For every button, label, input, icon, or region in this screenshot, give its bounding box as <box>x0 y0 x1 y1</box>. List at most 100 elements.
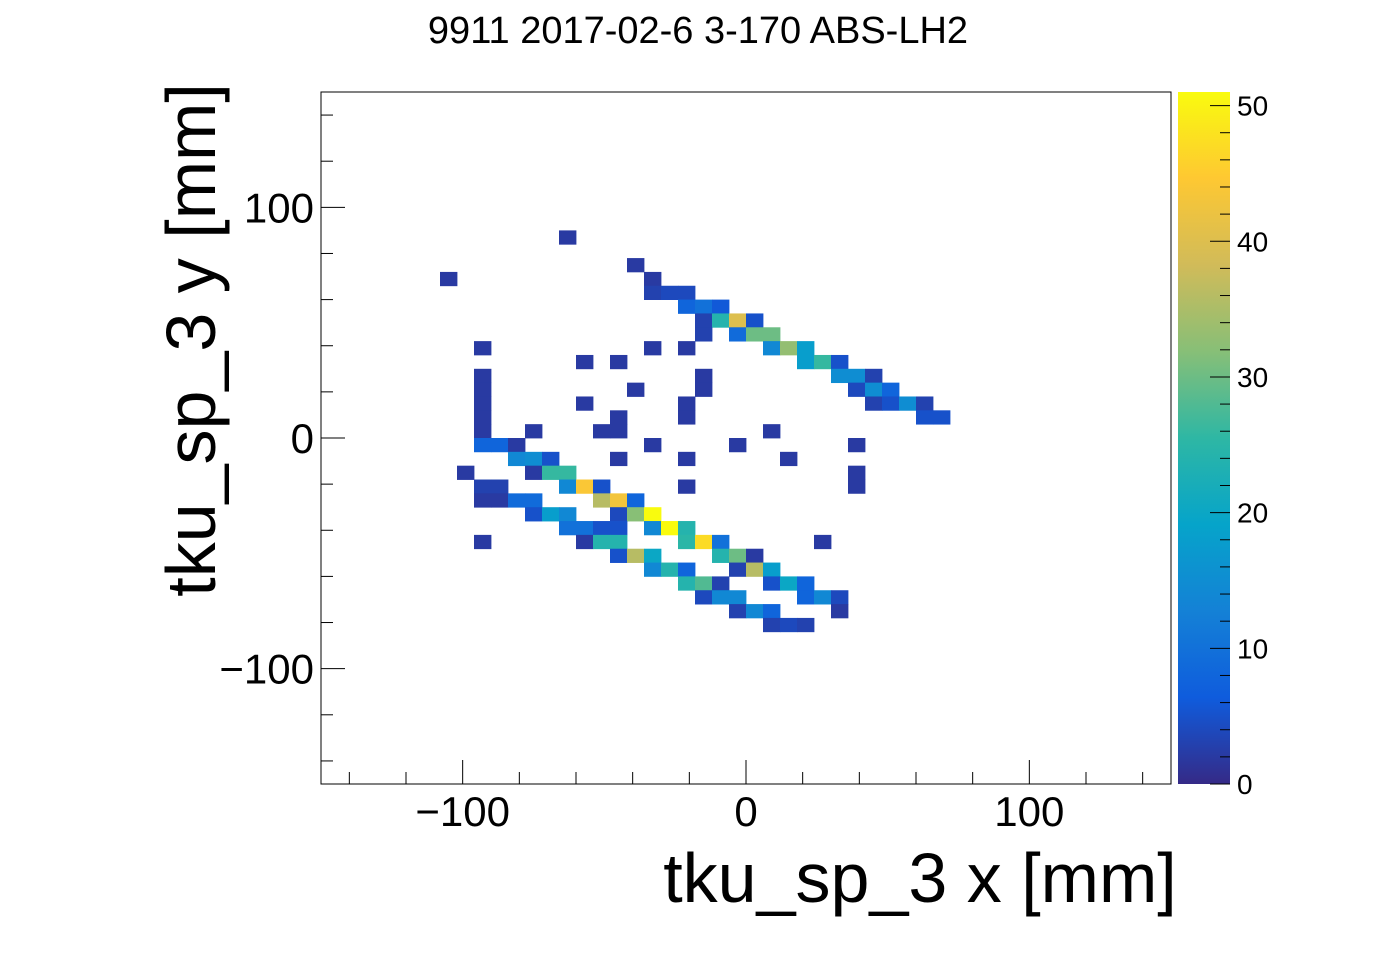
heatmap-cell <box>678 396 696 411</box>
heatmap-cell <box>882 382 900 397</box>
heatmap-cell <box>610 354 628 370</box>
heatmap-cell <box>831 604 849 619</box>
heatmap-cell <box>746 313 764 328</box>
heatmap-cell <box>678 285 696 300</box>
heatmap-cell <box>508 451 526 467</box>
color-scale-axis: 0 10 20 30 40 50 <box>1210 91 1268 800</box>
heatmap-cell <box>559 507 577 522</box>
heatmap-cell <box>712 590 730 605</box>
heatmap-cell <box>491 438 509 453</box>
heatmap-cell <box>678 521 696 536</box>
heatmap-cell <box>610 521 628 536</box>
heatmap-cell <box>610 410 628 425</box>
heatmap-cell <box>627 382 645 397</box>
heatmap-cell <box>661 285 679 300</box>
heatmap-cell <box>542 507 560 522</box>
axes: −100 0 100 −100 0 100 <box>219 114 1144 835</box>
heatmap-cell <box>576 479 594 494</box>
heatmap-cell <box>661 521 679 536</box>
heatmap-cell <box>695 299 713 314</box>
heatmap-cell <box>627 258 645 273</box>
heatmap-cell <box>525 451 543 467</box>
heatmap-cell <box>814 354 832 370</box>
heatmap-cell <box>474 396 492 411</box>
z-tick-label: 20 <box>1237 498 1268 529</box>
heatmap-cell <box>474 493 492 508</box>
heatmap-cell <box>644 562 662 577</box>
heatmap-cell <box>729 438 747 453</box>
heatmap-cell <box>916 410 934 425</box>
heatmap-cell <box>831 354 849 370</box>
heatmap-cell <box>576 354 594 370</box>
heatmap-cell <box>559 521 577 536</box>
heatmap-cell <box>746 604 764 619</box>
heatmap-cell <box>474 341 492 356</box>
heatmap-cell <box>831 368 849 384</box>
heatmap-cell <box>474 424 492 439</box>
heatmap-cell <box>899 396 917 411</box>
heatmap-cell <box>576 521 594 536</box>
heatmap-cell <box>474 368 492 384</box>
heatmap-cell <box>729 327 747 342</box>
heatmap-cell <box>729 562 747 577</box>
heatmap-cell <box>763 617 781 633</box>
heatmap-cells <box>440 230 951 633</box>
heatmap-cell <box>865 368 883 384</box>
x-axis-label: tku_sp_3 x [mm] <box>663 839 1177 917</box>
heatmap-cell <box>763 604 781 619</box>
heatmap-cell <box>678 562 696 577</box>
heatmap-cell <box>559 230 577 245</box>
heatmap-cell <box>695 590 713 605</box>
heatmap-cell <box>644 521 662 536</box>
heatmap-cell <box>593 493 611 508</box>
heatmap-cell <box>695 534 713 550</box>
heatmap-cell <box>746 327 764 342</box>
y-tick-label: 100 <box>244 184 314 231</box>
heatmap-cell <box>508 493 526 508</box>
color-scale-bar <box>1178 92 1230 784</box>
heatmap-cell <box>814 534 832 550</box>
heatmap-cell <box>610 507 628 522</box>
heatmap-cell <box>525 493 543 508</box>
heatmap-cell <box>678 451 696 467</box>
heatmap-cell <box>729 313 747 328</box>
heatmap-cell <box>491 479 509 494</box>
y-tick-label: 0 <box>291 415 314 462</box>
heatmap-cell <box>848 368 866 384</box>
heatmap-cell <box>712 534 730 550</box>
z-tick-label: 50 <box>1237 91 1268 122</box>
heatmap-cell <box>780 451 798 467</box>
heatmap-cell <box>627 493 645 508</box>
heatmap-cell <box>559 479 577 494</box>
z-tick-label: 10 <box>1237 633 1268 664</box>
heatmap-cell <box>610 548 628 563</box>
heatmap-cell <box>882 396 900 411</box>
heatmap-cell <box>695 382 713 397</box>
heatmap-cell <box>848 438 866 453</box>
heatmap-cell <box>474 410 492 425</box>
heatmap-cell <box>661 562 679 577</box>
heatmap-cell <box>797 354 815 370</box>
heatmap-cell <box>559 465 577 480</box>
chart-title: 9911 2017-02-6 3-170 ABS-LH2 <box>427 10 969 52</box>
heatmap-cell <box>729 548 747 563</box>
heatmap-cell <box>610 493 628 508</box>
heatmap-cell <box>491 493 509 508</box>
heatmap-cell <box>474 382 492 397</box>
heatmap-cell <box>797 576 815 591</box>
heatmap-cell <box>610 424 628 439</box>
heatmap-cell <box>916 396 934 411</box>
heatmap-cell <box>610 451 628 467</box>
heatmap-cell <box>729 604 747 619</box>
heatmap-cell <box>644 271 662 287</box>
heatmap-cell <box>763 341 781 356</box>
heatmap-cell <box>695 368 713 384</box>
heatmap-cell <box>525 507 543 522</box>
heatmap-cell <box>678 576 696 591</box>
heatmap-cell <box>712 299 730 314</box>
heatmap-cell <box>474 479 492 494</box>
heatmap-cell <box>593 521 611 536</box>
z-tick-label: 0 <box>1237 769 1253 800</box>
heatmap-cell <box>644 548 662 563</box>
